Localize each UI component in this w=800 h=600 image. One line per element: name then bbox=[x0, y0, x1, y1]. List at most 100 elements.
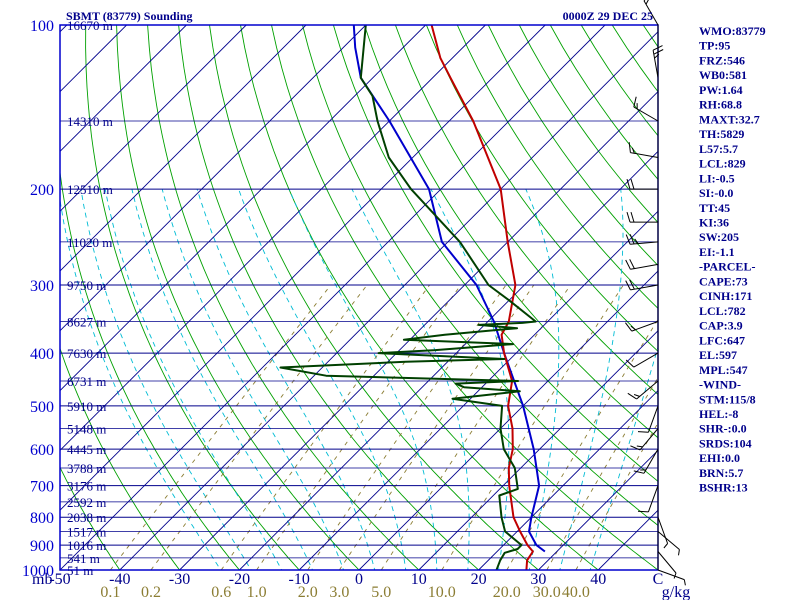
stability-indices-panel: WMO:83779TP:95FRZ:546WB0:581PW:1.64RH:68… bbox=[699, 24, 766, 495]
isotherm bbox=[60, 25, 486, 452]
height-label: 11020 m bbox=[67, 235, 112, 250]
wind-barb bbox=[652, 45, 664, 78]
wind-barb bbox=[626, 211, 658, 223]
mixing-ratio-label: 0.2 bbox=[141, 584, 161, 600]
height-label: 9750 m bbox=[67, 278, 106, 293]
temperature-tick-label: -20 bbox=[229, 571, 250, 588]
dry-adiabat bbox=[60, 168, 240, 570]
isotherm bbox=[358, 270, 658, 570]
isotherm bbox=[60, 25, 426, 392]
profile-lines bbox=[279, 25, 546, 570]
wind-barb bbox=[637, 485, 659, 513]
isotherm bbox=[119, 31, 658, 570]
index-item: LCL:829 bbox=[699, 157, 746, 171]
dry-adiabat bbox=[271, 25, 658, 570]
pressure-tick-label: 700 bbox=[30, 479, 54, 496]
pressure-tick-label: 200 bbox=[30, 182, 54, 199]
height-label: 3788 m bbox=[67, 461, 106, 476]
index-item: SHR-:0.0 bbox=[699, 422, 747, 436]
dry-adiabat bbox=[487, 25, 658, 267]
pressure-tick-label: 500 bbox=[30, 399, 54, 416]
dry-adiabat bbox=[394, 25, 658, 396]
wind-barb bbox=[625, 279, 659, 291]
wind-barb bbox=[643, 0, 659, 26]
height-label: 5148 m bbox=[67, 422, 106, 437]
pressure-tick-label: 600 bbox=[30, 442, 54, 459]
temperature-tick-label: -30 bbox=[169, 571, 190, 588]
wind-barb bbox=[633, 448, 659, 474]
index-item: BRN:5.7 bbox=[699, 466, 743, 480]
wind-barb bbox=[657, 569, 686, 586]
moist-adiabat bbox=[131, 188, 314, 570]
moist-adiabat bbox=[351, 188, 470, 570]
index-item: TT:45 bbox=[699, 201, 730, 215]
wind-barb bbox=[627, 380, 659, 400]
isobars bbox=[60, 24, 658, 571]
height-label: 6731 m bbox=[67, 374, 106, 389]
mixing-ratio-label: 30.0 bbox=[533, 584, 561, 600]
parcel-trace bbox=[352, 25, 546, 553]
index-item: CAP:3.9 bbox=[699, 319, 743, 333]
dry-adiabat bbox=[60, 466, 121, 570]
index-item: MAXT:32.7 bbox=[699, 112, 760, 126]
wind-barb bbox=[625, 321, 659, 332]
height-label: 1016 m bbox=[67, 538, 106, 553]
dry-adiabat bbox=[363, 25, 658, 439]
index-item: LFC:647 bbox=[699, 333, 745, 347]
index-item: EI:-1.1 bbox=[699, 245, 735, 259]
index-item: CAPE:73 bbox=[699, 274, 748, 288]
isotherm bbox=[478, 389, 658, 570]
index-item: LCL:782 bbox=[699, 304, 746, 318]
temperature-tick-label: -50 bbox=[49, 571, 70, 588]
pressure-tick-label: 800 bbox=[30, 510, 54, 527]
index-item: CINH:171 bbox=[699, 289, 752, 303]
temperature-tick-label: 20 bbox=[471, 571, 487, 588]
index-item: WMO:83779 bbox=[699, 24, 766, 38]
wind-barb bbox=[625, 234, 659, 245]
pressure-tick-label: 900 bbox=[30, 538, 54, 555]
index-item: SI:-0.0 bbox=[699, 186, 733, 200]
height-label: 541 m bbox=[67, 551, 100, 566]
mixing-ratio-label: 3.0 bbox=[329, 584, 349, 600]
isotherm bbox=[60, 25, 307, 272]
index-item: L57:5.7 bbox=[699, 142, 738, 156]
isotherm bbox=[60, 25, 546, 511]
height-label: 7630 m bbox=[67, 346, 106, 361]
index-item: SRDS:104 bbox=[699, 436, 752, 450]
dry-adiabat bbox=[60, 347, 181, 570]
index-item: EL:597 bbox=[699, 348, 737, 362]
index-item: PW:1.64 bbox=[699, 83, 743, 97]
pressure-tick-label: 100 bbox=[30, 18, 54, 35]
isotherm bbox=[298, 210, 658, 570]
index-item: KI:36 bbox=[699, 216, 729, 230]
moist-adiabat bbox=[104, 189, 283, 570]
temperature-tick-label: 0 bbox=[355, 571, 363, 588]
mixing-ratio-label: 40.0 bbox=[562, 584, 590, 600]
mixing-ratio-label: 5.0 bbox=[371, 584, 391, 600]
moist-adiabat bbox=[288, 188, 438, 570]
dry-adiabat bbox=[425, 25, 658, 352]
dry-adiabat bbox=[85, 25, 300, 570]
wind-barbs bbox=[625, 0, 686, 586]
moist-adiabat bbox=[559, 189, 624, 570]
wind-barb bbox=[637, 405, 659, 433]
mixing-ratio-label: 0.1 bbox=[100, 584, 120, 600]
moist-adiabat bbox=[238, 188, 407, 570]
isotherm bbox=[179, 90, 658, 570]
height-label: 5910 m bbox=[67, 399, 106, 414]
temperature-tick-label: -40 bbox=[109, 571, 130, 588]
index-item: STM:115/8 bbox=[699, 392, 756, 406]
isotherm bbox=[239, 150, 658, 570]
height-label: 4445 m bbox=[67, 442, 106, 457]
temperature-tick-label: C bbox=[653, 571, 664, 588]
isotherm bbox=[60, 25, 606, 570]
wind-barb bbox=[628, 142, 659, 158]
isotherm bbox=[60, 25, 367, 332]
wind-barb bbox=[625, 352, 659, 368]
mixing-ratio-label: 1.0 bbox=[247, 584, 267, 600]
temperature-tick-label: 10 bbox=[411, 571, 427, 588]
index-item: WB0:581 bbox=[699, 68, 747, 82]
index-item: FRZ:546 bbox=[699, 54, 745, 68]
index-item: SW:205 bbox=[699, 230, 739, 244]
